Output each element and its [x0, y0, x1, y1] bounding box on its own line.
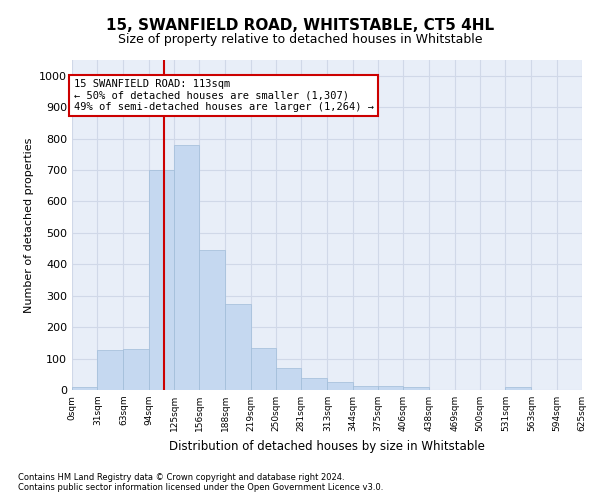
Bar: [149, 170, 174, 390]
Bar: [226, 304, 251, 390]
Bar: [403, 386, 430, 390]
Bar: [251, 348, 276, 390]
Text: 15 SWANFIELD ROAD: 113sqm
← 50% of detached houses are smaller (1,307)
49% of se: 15 SWANFIELD ROAD: 113sqm ← 50% of detac…: [74, 79, 374, 112]
Y-axis label: Number of detached properties: Number of detached properties: [23, 138, 34, 312]
Bar: [378, 386, 403, 390]
Bar: [124, 349, 149, 390]
Text: Contains public sector information licensed under the Open Government Licence v3: Contains public sector information licen…: [18, 484, 383, 492]
Text: 15, SWANFIELD ROAD, WHITSTABLE, CT5 4HL: 15, SWANFIELD ROAD, WHITSTABLE, CT5 4HL: [106, 18, 494, 32]
Bar: [301, 378, 328, 390]
Bar: [276, 368, 301, 390]
Bar: [72, 388, 97, 390]
Bar: [328, 382, 353, 390]
Text: Size of property relative to detached houses in Whitstable: Size of property relative to detached ho…: [118, 32, 482, 46]
Bar: [174, 145, 199, 390]
X-axis label: Distribution of detached houses by size in Whitstable: Distribution of detached houses by size …: [169, 440, 485, 452]
Bar: [97, 350, 124, 390]
Bar: [199, 250, 226, 390]
Text: Contains HM Land Registry data © Crown copyright and database right 2024.: Contains HM Land Registry data © Crown c…: [18, 474, 344, 482]
Bar: [505, 388, 532, 390]
Bar: [353, 386, 378, 390]
